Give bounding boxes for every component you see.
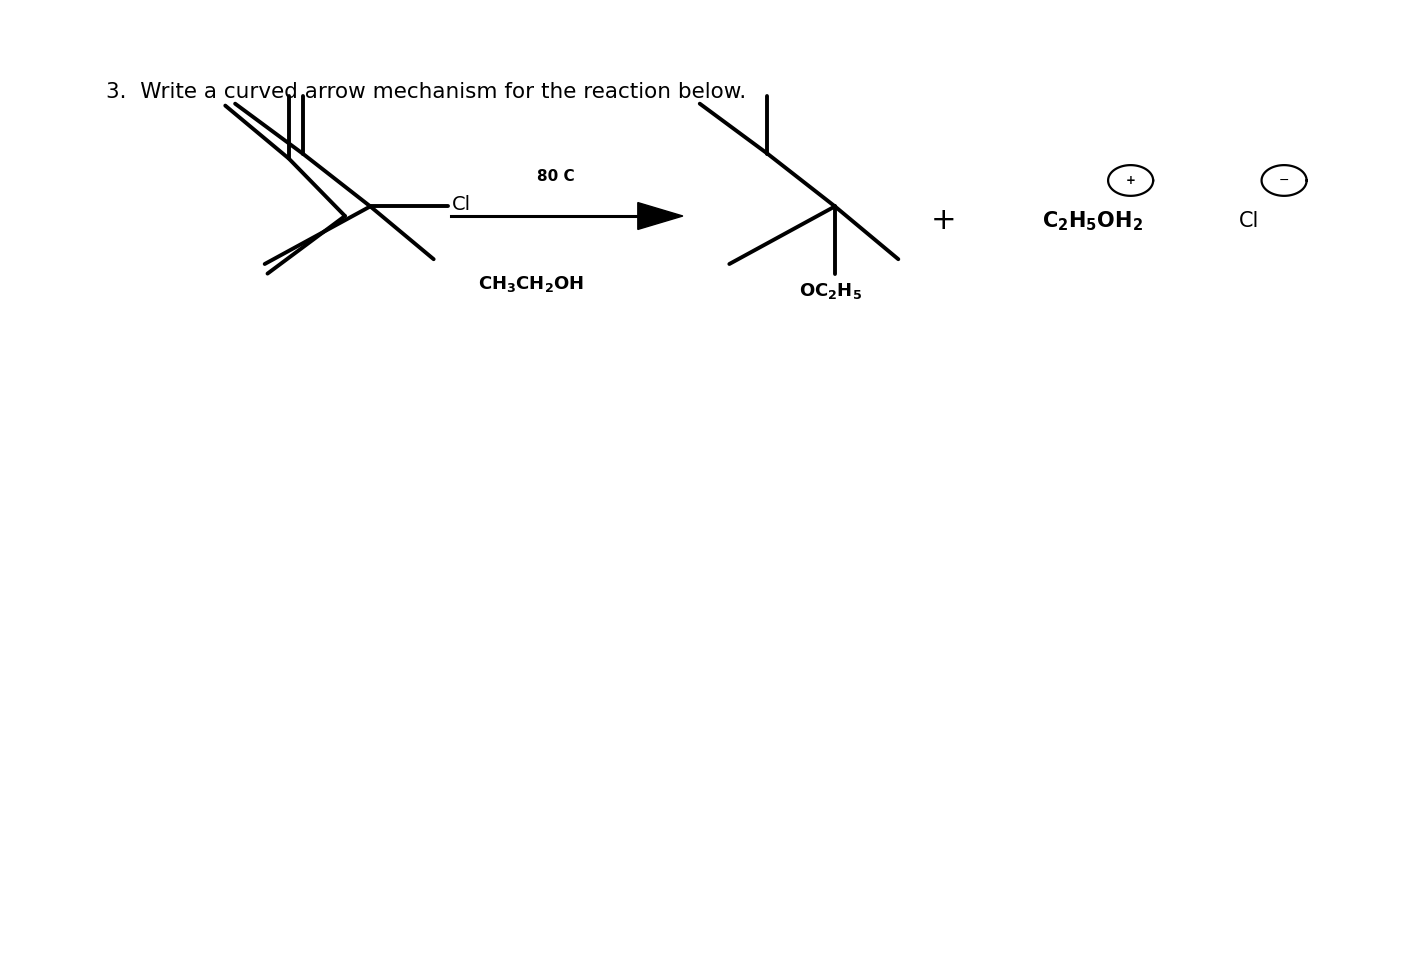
Text: −: − (1278, 174, 1290, 187)
Text: +: + (1125, 174, 1136, 187)
Polygon shape (638, 203, 683, 229)
Text: Cl: Cl (1239, 211, 1259, 230)
Text: Cl: Cl (452, 195, 472, 214)
Text: 80 C: 80 C (538, 169, 574, 184)
Text: +: + (931, 206, 956, 235)
Text: $\mathbf{C_2H_5OH_2}$: $\mathbf{C_2H_5OH_2}$ (1042, 209, 1143, 232)
Text: 3.  Write a curved arrow mechanism for the reaction below.: 3. Write a curved arrow mechanism for th… (106, 82, 746, 102)
Text: $\mathbf{CH_3CH_2OH}$: $\mathbf{CH_3CH_2OH}$ (477, 274, 584, 294)
Text: $\mathbf{OC_2H_5}$: $\mathbf{OC_2H_5}$ (800, 281, 862, 301)
